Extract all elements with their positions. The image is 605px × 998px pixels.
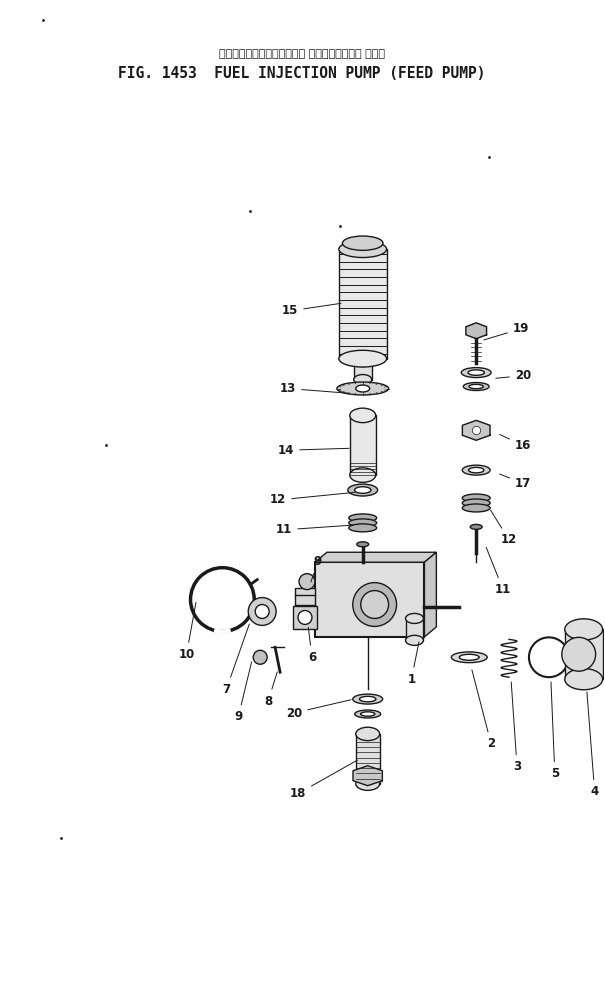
Polygon shape — [315, 552, 436, 562]
Ellipse shape — [451, 652, 487, 663]
Text: 10: 10 — [178, 602, 196, 661]
Text: 18: 18 — [290, 760, 358, 800]
Ellipse shape — [357, 542, 368, 547]
Circle shape — [253, 651, 267, 665]
Text: 6: 6 — [308, 627, 316, 664]
Ellipse shape — [355, 710, 381, 718]
Ellipse shape — [462, 494, 490, 502]
Ellipse shape — [565, 669, 603, 690]
Text: 1: 1 — [407, 642, 419, 686]
Ellipse shape — [468, 370, 485, 375]
Circle shape — [562, 638, 596, 672]
Text: 7: 7 — [222, 624, 249, 696]
Ellipse shape — [350, 468, 376, 482]
Bar — [354, 361, 371, 379]
Text: 20: 20 — [496, 369, 531, 382]
Ellipse shape — [337, 382, 388, 395]
Ellipse shape — [353, 694, 382, 704]
Ellipse shape — [565, 619, 603, 640]
Text: 9: 9 — [311, 555, 322, 582]
FancyBboxPatch shape — [315, 562, 425, 637]
Ellipse shape — [356, 777, 380, 790]
Text: 3: 3 — [511, 682, 521, 773]
Text: 5: 5 — [551, 682, 559, 780]
Text: 15: 15 — [282, 303, 341, 317]
Ellipse shape — [459, 655, 479, 661]
Text: 2: 2 — [472, 670, 495, 750]
Ellipse shape — [339, 350, 387, 367]
Text: フェエル　インジェクション ポンプ　フィード ポンプ: フェエル インジェクション ポンプ フィード ポンプ — [219, 49, 385, 59]
Circle shape — [299, 574, 315, 590]
Ellipse shape — [405, 614, 424, 624]
Ellipse shape — [462, 465, 490, 475]
Text: 9: 9 — [234, 662, 252, 724]
Ellipse shape — [359, 697, 376, 702]
Text: 4: 4 — [587, 692, 599, 798]
Text: FIG. 1453  FUEL INJECTION PUMP (FEED PUMP): FIG. 1453 FUEL INJECTION PUMP (FEED PUMP… — [118, 67, 486, 82]
Text: 12: 12 — [491, 510, 517, 546]
Ellipse shape — [461, 367, 491, 377]
Ellipse shape — [361, 712, 375, 717]
Ellipse shape — [354, 374, 371, 384]
Ellipse shape — [463, 382, 489, 390]
Ellipse shape — [405, 636, 424, 646]
Text: 14: 14 — [278, 444, 349, 457]
Ellipse shape — [349, 524, 377, 532]
Text: 11: 11 — [276, 523, 353, 536]
Circle shape — [248, 598, 276, 626]
Bar — [405, 619, 424, 641]
Ellipse shape — [349, 514, 377, 522]
Ellipse shape — [468, 467, 484, 473]
Ellipse shape — [356, 728, 380, 741]
Text: 20: 20 — [286, 700, 351, 720]
Circle shape — [298, 611, 312, 625]
Ellipse shape — [339, 241, 387, 257]
Ellipse shape — [350, 408, 376, 422]
Ellipse shape — [354, 356, 371, 366]
Bar — [356, 734, 380, 783]
Bar — [293, 606, 317, 630]
Bar — [350, 415, 376, 475]
Ellipse shape — [462, 499, 490, 507]
Circle shape — [255, 605, 269, 619]
Text: 11: 11 — [486, 547, 511, 596]
Text: 12: 12 — [270, 492, 355, 507]
Ellipse shape — [355, 487, 371, 493]
Ellipse shape — [349, 519, 377, 527]
Ellipse shape — [348, 484, 378, 496]
Polygon shape — [353, 765, 382, 785]
Text: 13: 13 — [280, 382, 349, 395]
Polygon shape — [295, 588, 315, 612]
Polygon shape — [466, 322, 486, 338]
Text: 16: 16 — [500, 434, 531, 452]
Text: 19: 19 — [484, 322, 529, 340]
Circle shape — [353, 583, 396, 627]
Ellipse shape — [462, 504, 490, 512]
Ellipse shape — [356, 385, 370, 392]
Circle shape — [361, 591, 388, 619]
Bar — [565, 630, 603, 680]
Polygon shape — [425, 552, 436, 637]
Ellipse shape — [470, 524, 482, 529]
Ellipse shape — [342, 236, 383, 250]
Ellipse shape — [469, 384, 483, 388]
Polygon shape — [462, 420, 490, 440]
Bar — [339, 250, 387, 358]
Text: 8: 8 — [264, 672, 277, 708]
Text: 17: 17 — [500, 474, 531, 490]
